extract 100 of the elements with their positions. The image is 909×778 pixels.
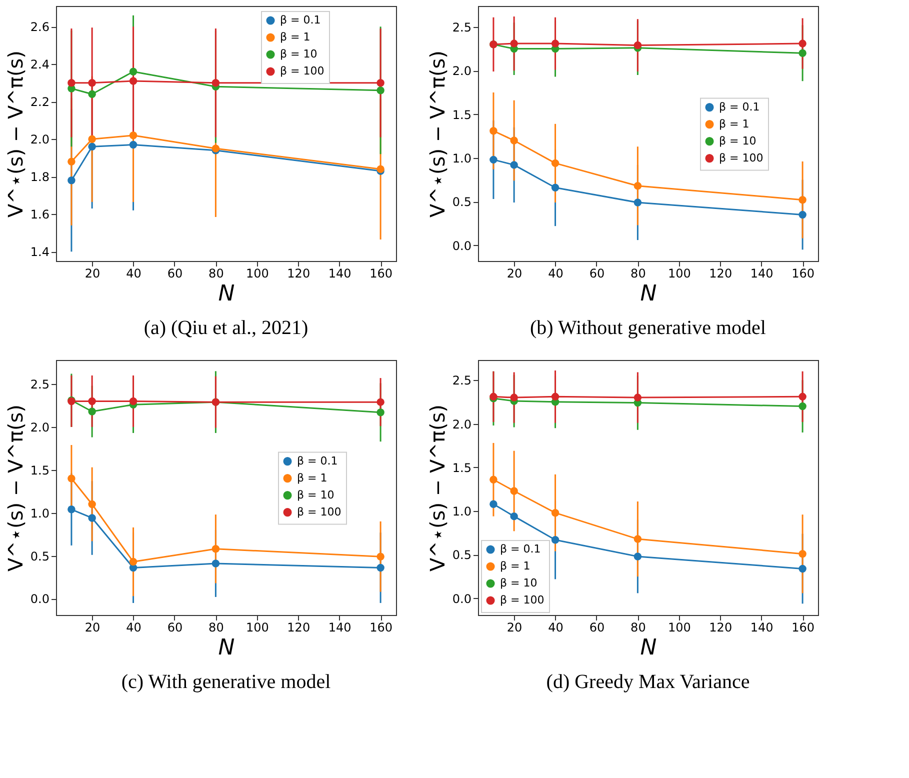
y-tick-label: 2.0 <box>452 417 472 432</box>
point <box>798 196 806 204</box>
y-axis-title: V^⋆(s) − V^π(s) <box>3 50 28 218</box>
x-tick-label: 20 <box>506 620 522 634</box>
point <box>551 536 560 544</box>
legend-label: β = 10 <box>500 576 538 590</box>
x-tick-label: 20 <box>84 620 100 634</box>
point <box>68 158 76 166</box>
point <box>510 512 518 520</box>
x-tick-label: 160 <box>370 266 392 280</box>
x-tick-label: 80 <box>208 266 224 280</box>
point <box>88 90 96 98</box>
point <box>129 77 138 85</box>
point <box>88 500 96 508</box>
y-tick-label: 2.0 <box>30 132 50 147</box>
x-tick-label: 40 <box>548 266 564 280</box>
legend-label: β = 0.1 <box>500 542 541 556</box>
legend-label: β = 100 <box>280 64 324 78</box>
y-tick-label: 2.2 <box>30 95 50 110</box>
legend-label: β = 100 <box>500 594 544 606</box>
legend-label: β = 1 <box>280 30 310 44</box>
legend-label: β = 0.1 <box>719 100 760 114</box>
y-tick-label: 2.0 <box>452 64 472 78</box>
y-axis-title: V^⋆(s) − V^π(s) <box>3 404 28 572</box>
x-tick-label: 120 <box>709 266 732 280</box>
point <box>798 564 806 573</box>
y-tick-label: 1.8 <box>30 170 50 184</box>
point <box>129 140 138 149</box>
y-tick-label: 2.4 <box>30 58 50 72</box>
point <box>212 545 220 553</box>
text: (d) Greedy Max Variance <box>546 671 750 693</box>
point <box>798 550 806 558</box>
point <box>510 487 518 495</box>
y-tick-label: 0.5 <box>452 548 472 562</box>
point <box>88 135 96 143</box>
point <box>551 184 560 192</box>
text: (c) With generative model <box>121 671 332 693</box>
legend-label: β = 100 <box>719 151 764 164</box>
y-tick-label: 2.5 <box>452 20 472 34</box>
point <box>68 474 76 482</box>
point <box>798 402 806 410</box>
x-axis-title: N <box>218 282 235 306</box>
point <box>510 136 518 144</box>
legend-label: β = 1 <box>500 560 530 572</box>
y-tick-label: 1.0 <box>452 151 472 166</box>
x-tick-label: 80 <box>630 620 646 634</box>
x-tick-label: 160 <box>792 266 814 280</box>
y-tick-label: 1.0 <box>30 506 50 520</box>
legend-label: β = 100 <box>297 505 342 518</box>
x-tick-label: 80 <box>630 266 646 280</box>
x-tick-label: 160 <box>370 620 392 634</box>
point <box>798 40 806 48</box>
y-tick-label: 2.0 <box>30 420 50 434</box>
x-tick-label: 80 <box>208 620 224 634</box>
x-axis-title: N <box>640 282 657 306</box>
point <box>68 176 76 184</box>
y-tick-label: 0.0 <box>452 238 472 253</box>
point <box>510 161 518 169</box>
point <box>376 564 384 572</box>
x-tick-label: 20 <box>84 266 100 280</box>
point <box>634 535 642 543</box>
y-tick-label: 1.6 <box>30 208 50 222</box>
point <box>376 79 384 87</box>
x-tick-label: 140 <box>750 266 774 280</box>
text: (b) Without generative model <box>530 317 766 339</box>
point <box>634 552 642 560</box>
y-axis-title: V^⋆(s) − V^π(s) <box>425 50 450 218</box>
x-axis-title: N <box>640 636 657 660</box>
x-tick-label: 140 <box>328 620 352 634</box>
legend-label: β = 10 <box>280 48 318 60</box>
x-tick-label: 100 <box>668 266 691 280</box>
legend-label: β = 0.1 <box>297 454 338 468</box>
x-tick-label: 120 <box>709 620 732 634</box>
point <box>510 394 518 402</box>
x-tick-label: 100 <box>668 620 691 634</box>
point <box>490 500 498 508</box>
point <box>376 408 384 416</box>
point <box>634 41 642 50</box>
point <box>68 79 76 87</box>
point <box>551 159 560 168</box>
x-axis-title: N <box>218 636 235 660</box>
point <box>634 394 642 402</box>
legend-label: β = 0.1 <box>280 14 321 26</box>
point <box>129 68 138 76</box>
point <box>88 142 96 150</box>
point <box>212 79 220 87</box>
x-tick-label: 60 <box>167 620 183 634</box>
point <box>376 552 384 560</box>
legend-label: β = 1 <box>719 117 750 130</box>
point <box>490 476 498 484</box>
point <box>376 86 384 94</box>
x-tick-label: 40 <box>126 266 142 280</box>
legend-label: β = 10 <box>297 488 334 502</box>
point <box>88 397 96 406</box>
point <box>634 198 642 206</box>
x-tick-label: 140 <box>750 620 774 634</box>
legend-label: β = 1 <box>297 471 328 484</box>
point <box>551 392 560 401</box>
y-tick-label: 1.5 <box>452 460 472 475</box>
point <box>129 558 138 566</box>
